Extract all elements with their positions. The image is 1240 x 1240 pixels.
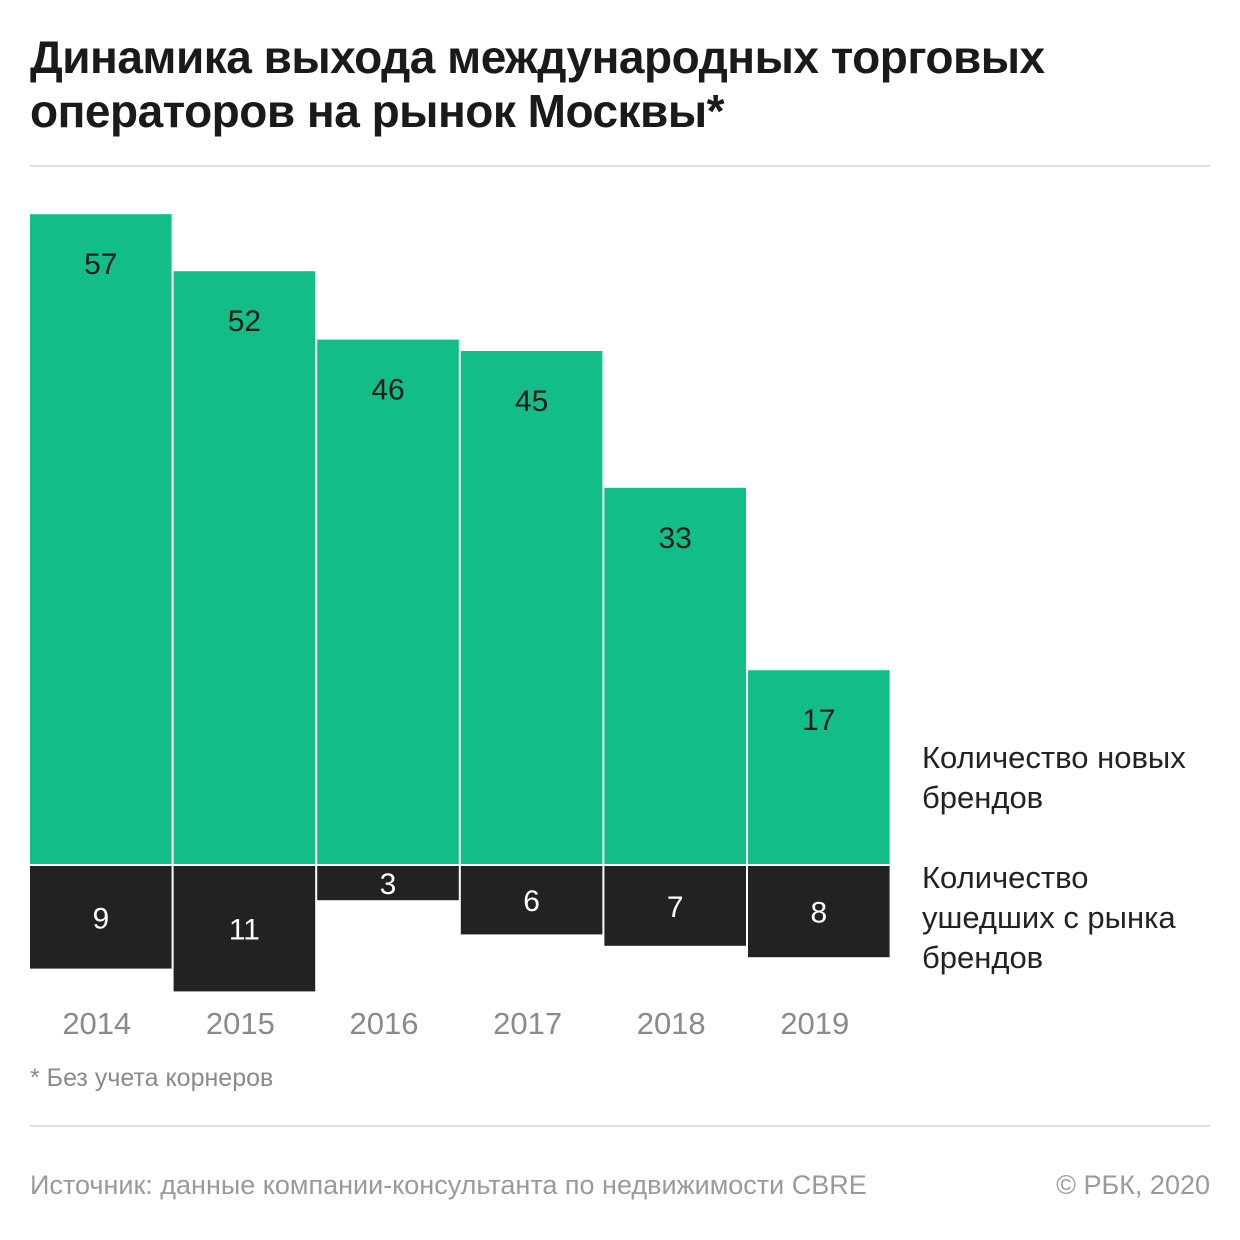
bar-new-2017 <box>460 351 603 864</box>
bar-left-2019 <box>748 866 890 958</box>
year-label-2014: 2014 <box>62 1006 131 1041</box>
label-new-2016: 46 <box>371 374 404 407</box>
label-new-2017: 45 <box>515 385 548 418</box>
bar-chart: 57 9 2014 52 11 2015 46 3 2016 45 6 2017 33 7 2018 17 8 2… <box>30 214 890 1041</box>
title-line-1: Динамика выхода международных торговых <box>30 31 1045 83</box>
legend-left-brands: Количество ушедших с рынка брендов <box>922 858 1176 978</box>
label-left-2015: 11 <box>229 914 260 947</box>
copyright: © РБК, 2020 <box>1056 1170 1210 1200</box>
bar-new-2018 <box>604 487 746 864</box>
legend-new-brands: Количество новых брендов <box>922 738 1186 818</box>
bar-left-2014 <box>30 866 172 969</box>
label-new-2018: 33 <box>659 522 692 555</box>
label-new-2019: 17 <box>802 704 835 737</box>
legend-gone-line-1: Количество <box>922 860 1089 895</box>
bottom-divider <box>30 1125 1210 1127</box>
label-new-2015: 52 <box>228 305 261 338</box>
bar-new-2016 <box>317 339 459 865</box>
footnote: * Без учета корнеров <box>30 1064 274 1092</box>
year-label-2017: 2017 <box>493 1006 562 1041</box>
label-left-2019: 8 <box>810 897 827 930</box>
bar-left-2016 <box>317 866 459 901</box>
label-left-2017: 6 <box>523 885 540 918</box>
year-label-2019: 2019 <box>780 1006 849 1041</box>
bar-new-2019 <box>748 670 890 864</box>
bar-left-2017 <box>460 866 603 935</box>
top-divider <box>30 165 1210 167</box>
bar-left-2015 <box>173 866 316 992</box>
label-left-2018: 7 <box>667 891 684 924</box>
bar-new-2015 <box>173 271 316 864</box>
legend-gone-line-3: брендов <box>922 940 1044 975</box>
year-label-2015: 2015 <box>206 1006 275 1041</box>
chart-title: Динамика выхода международных торговых о… <box>30 30 1210 138</box>
year-label-2018: 2018 <box>637 1006 706 1041</box>
legend-new-line-2: брендов <box>922 780 1044 815</box>
label-new-2014: 57 <box>84 248 117 281</box>
label-left-2016: 3 <box>380 868 397 901</box>
bar-left-2018 <box>604 866 746 946</box>
source-note: Источник: данные компании-консультанта п… <box>30 1170 867 1200</box>
title-line-2: операторов на рынок Москвы* <box>30 85 725 137</box>
legend-new-line-1: Количество новых <box>922 740 1186 775</box>
bar-new-2014 <box>30 214 172 864</box>
label-left-2014: 9 <box>92 902 109 935</box>
year-label-2016: 2016 <box>350 1006 419 1041</box>
legend-gone-line-2: ушедших с рынка <box>922 900 1176 935</box>
